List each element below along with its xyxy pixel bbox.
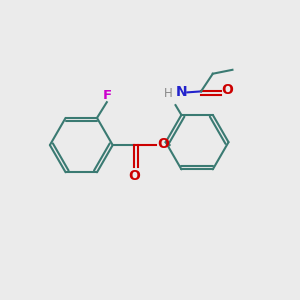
Text: O: O [157, 137, 169, 151]
Text: H: H [164, 87, 173, 100]
Text: N: N [176, 85, 187, 99]
Text: O: O [128, 169, 140, 182]
Text: F: F [103, 89, 112, 102]
Text: O: O [222, 83, 233, 98]
